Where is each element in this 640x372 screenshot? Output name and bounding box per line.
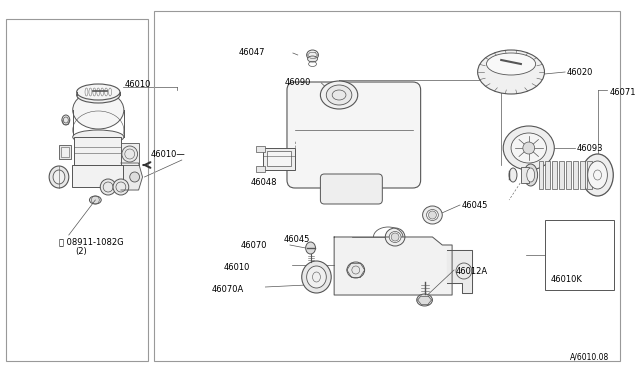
Circle shape: [429, 211, 436, 219]
Bar: [539, 161, 543, 189]
Circle shape: [122, 146, 138, 162]
Ellipse shape: [77, 84, 120, 100]
Ellipse shape: [326, 85, 352, 105]
Bar: [268, 151, 291, 166]
Bar: [545, 161, 550, 189]
Text: 46010K: 46010K: [550, 275, 582, 284]
Text: 46070A: 46070A: [211, 285, 244, 294]
Polygon shape: [447, 250, 472, 293]
Circle shape: [113, 179, 129, 195]
Text: 46012A: 46012A: [456, 267, 488, 276]
Text: 46070: 46070: [241, 241, 268, 250]
Text: Ⓝ 08911-1082G: Ⓝ 08911-1082G: [59, 237, 124, 246]
Ellipse shape: [301, 261, 332, 293]
Bar: [545, 220, 614, 290]
Ellipse shape: [417, 294, 433, 306]
Bar: [580, 161, 585, 189]
Polygon shape: [334, 237, 452, 295]
Ellipse shape: [426, 209, 438, 221]
Bar: [72, 165, 123, 187]
Ellipse shape: [307, 50, 319, 60]
Ellipse shape: [73, 130, 124, 144]
Ellipse shape: [49, 166, 68, 188]
Circle shape: [391, 233, 399, 241]
Circle shape: [100, 179, 116, 195]
Ellipse shape: [385, 228, 405, 246]
Bar: [573, 161, 578, 189]
Ellipse shape: [347, 262, 365, 278]
Text: 46090: 46090: [285, 78, 312, 87]
Ellipse shape: [511, 133, 547, 163]
Ellipse shape: [308, 56, 317, 62]
Ellipse shape: [422, 206, 442, 224]
Bar: [255, 146, 266, 152]
Ellipse shape: [486, 53, 536, 75]
Ellipse shape: [389, 231, 401, 243]
Text: 46048: 46048: [251, 178, 277, 187]
Bar: [74, 137, 121, 165]
Circle shape: [130, 172, 140, 182]
Ellipse shape: [307, 266, 326, 288]
Ellipse shape: [524, 164, 538, 186]
FancyBboxPatch shape: [321, 174, 382, 204]
Bar: [552, 161, 557, 189]
Ellipse shape: [53, 170, 65, 184]
Ellipse shape: [90, 196, 101, 204]
Bar: [566, 161, 571, 189]
Ellipse shape: [509, 168, 517, 182]
Text: 46071: 46071: [609, 88, 636, 97]
Bar: [521, 167, 529, 183]
Text: 46047: 46047: [239, 48, 266, 57]
Bar: [6, 19, 148, 361]
Ellipse shape: [582, 154, 613, 196]
Text: 46093: 46093: [577, 144, 604, 153]
Ellipse shape: [62, 115, 70, 125]
Bar: [559, 161, 564, 189]
Bar: [587, 161, 591, 189]
Text: A/6010.08: A/6010.08: [570, 353, 609, 362]
Bar: [264, 148, 295, 170]
Polygon shape: [121, 163, 143, 190]
Bar: [121, 143, 139, 165]
Ellipse shape: [321, 81, 358, 109]
Bar: [59, 145, 71, 159]
Text: 46045: 46045: [462, 201, 488, 210]
Text: 46045: 46045: [284, 235, 310, 244]
Ellipse shape: [588, 161, 607, 189]
Ellipse shape: [73, 91, 124, 129]
Bar: [61, 147, 68, 157]
Text: 46010: 46010: [125, 80, 151, 89]
Ellipse shape: [503, 126, 554, 170]
Bar: [255, 166, 266, 172]
Text: 46010—: 46010—: [150, 150, 185, 159]
Text: 46010: 46010: [223, 263, 250, 272]
Circle shape: [523, 142, 534, 154]
Ellipse shape: [77, 87, 120, 103]
Bar: [154, 11, 620, 361]
FancyBboxPatch shape: [287, 82, 420, 188]
Ellipse shape: [306, 242, 316, 254]
Ellipse shape: [477, 50, 545, 94]
Ellipse shape: [527, 168, 534, 182]
Text: (2): (2): [76, 247, 88, 256]
Text: 46020: 46020: [567, 68, 593, 77]
